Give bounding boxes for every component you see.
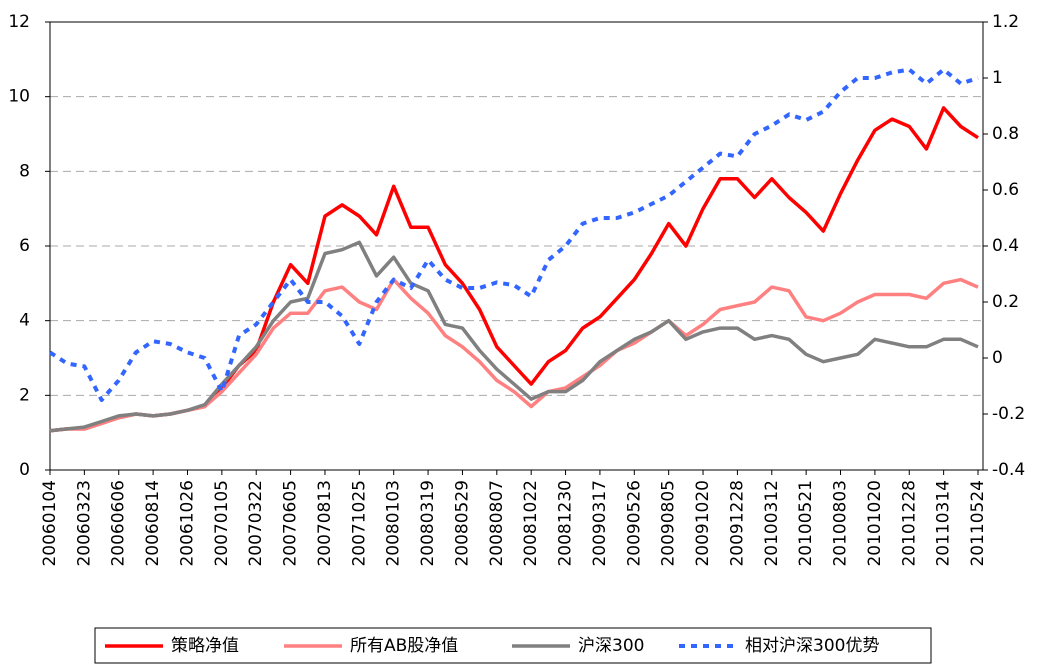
x-tick-label: 20060814 — [143, 480, 163, 567]
x-tick-label: 20100803 — [831, 480, 851, 567]
legend-label: 策略净值 — [171, 636, 239, 656]
x-tick-label: 20070605 — [281, 480, 301, 567]
y2-tick-label: 0.6 — [992, 180, 1019, 200]
x-tick-label: 20061026 — [177, 480, 197, 567]
x-tick-label: 20060606 — [109, 480, 129, 567]
x-tick-label: 20091020 — [693, 480, 713, 567]
y2-tick-label: -0.4 — [992, 460, 1025, 480]
x-tick-label: 20090805 — [659, 480, 679, 567]
x-tick-label: 20071025 — [349, 480, 369, 567]
legend: 策略净值 所有AB股净值 沪深300 相对沪深300优势 — [94, 627, 932, 664]
y2-tick-label: 1.2 — [992, 12, 1019, 32]
x-tick-label: 20101020 — [865, 480, 885, 567]
x-tick-label: 20080103 — [384, 480, 404, 567]
x-tick-label: 20090526 — [624, 480, 644, 567]
y-tick-label: 8 — [19, 161, 30, 181]
x-tick-label: 20080319 — [418, 480, 438, 567]
y-tick-label: 6 — [19, 236, 30, 256]
x-tick-label: 20080807 — [487, 480, 507, 567]
x-tick-label: 20110314 — [934, 480, 954, 567]
series-line — [48, 67, 979, 402]
y2-tick-label: 0.8 — [992, 124, 1019, 144]
y2-tick-label: 1 — [992, 68, 1003, 88]
x-tick-label: 20101228 — [899, 480, 919, 567]
x-tick-label: 20100521 — [796, 480, 816, 567]
x-tick-label: 20100312 — [762, 480, 782, 567]
legend-label: 沪深300 — [578, 636, 644, 656]
x-tick-label: 20081022 — [521, 480, 541, 567]
y2-tick-label: -0.2 — [992, 404, 1025, 424]
x-tick-label: 20070105 — [212, 480, 232, 567]
x-tick-label: 20070322 — [246, 480, 266, 567]
x-tick-label: 20110524 — [968, 480, 988, 567]
y2-tick-label: 0.4 — [992, 236, 1019, 256]
x-tick-label: 20081230 — [556, 480, 576, 567]
y-tick-label: 4 — [19, 311, 30, 331]
x-tick-label: 20070813 — [315, 480, 335, 567]
legend-label: 所有AB股净值 — [350, 636, 458, 656]
y-tick-label: 10 — [8, 87, 30, 107]
x-tick-label: 20080529 — [452, 480, 472, 567]
y-tick-label: 12 — [8, 12, 30, 32]
x-tick-label: 20091228 — [727, 480, 747, 567]
x-tick-label: 20060323 — [74, 480, 94, 567]
y-tick-label: 0 — [19, 460, 30, 480]
y-tick-label: 2 — [19, 385, 30, 405]
legend-label: 相对沪深300优势 — [745, 636, 879, 656]
y2-tick-label: 0 — [992, 348, 1003, 368]
x-tick-label: 20060104 — [40, 480, 60, 567]
series-line — [49, 240, 979, 433]
x-tick-label: 20090317 — [590, 480, 610, 567]
y2-tick-label: 0.2 — [992, 292, 1019, 312]
